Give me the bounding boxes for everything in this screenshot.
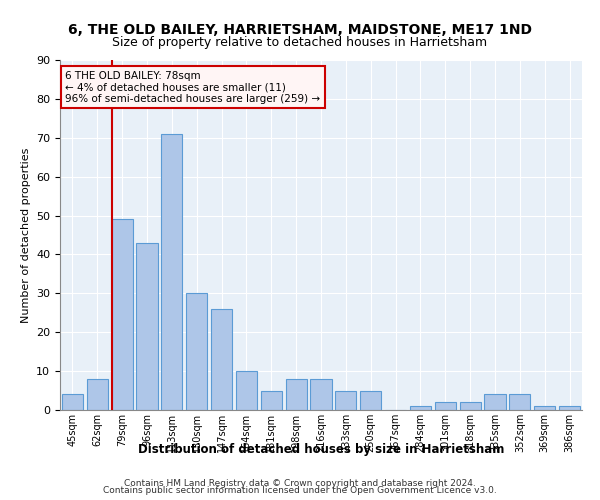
Bar	[410, 406, 431, 410]
Bar	[211, 309, 232, 410]
Bar	[186, 294, 207, 410]
Bar	[509, 394, 530, 410]
Bar	[62, 394, 83, 410]
Bar	[484, 394, 506, 410]
Text: 6 THE OLD BAILEY: 78sqm
← 4% of detached houses are smaller (11)
96% of semi-det: 6 THE OLD BAILEY: 78sqm ← 4% of detached…	[65, 70, 320, 104]
Text: 6, THE OLD BAILEY, HARRIETSHAM, MAIDSTONE, ME17 1ND: 6, THE OLD BAILEY, HARRIETSHAM, MAIDSTON…	[68, 22, 532, 36]
Text: Distribution of detached houses by size in Harrietsham: Distribution of detached houses by size …	[138, 442, 504, 456]
Bar	[112, 220, 133, 410]
Bar	[261, 390, 282, 410]
Bar	[236, 371, 257, 410]
Bar	[460, 402, 481, 410]
Bar	[87, 379, 108, 410]
Bar	[335, 390, 356, 410]
Bar	[360, 390, 381, 410]
Bar	[310, 379, 332, 410]
Text: Contains HM Land Registry data © Crown copyright and database right 2024.: Contains HM Land Registry data © Crown c…	[124, 478, 476, 488]
Bar	[559, 406, 580, 410]
Bar	[286, 379, 307, 410]
Bar	[136, 243, 158, 410]
Text: Size of property relative to detached houses in Harrietsham: Size of property relative to detached ho…	[112, 36, 488, 49]
Text: Contains public sector information licensed under the Open Government Licence v3: Contains public sector information licen…	[103, 486, 497, 495]
Bar	[161, 134, 182, 410]
Y-axis label: Number of detached properties: Number of detached properties	[20, 148, 31, 322]
Bar	[435, 402, 456, 410]
Bar	[534, 406, 555, 410]
